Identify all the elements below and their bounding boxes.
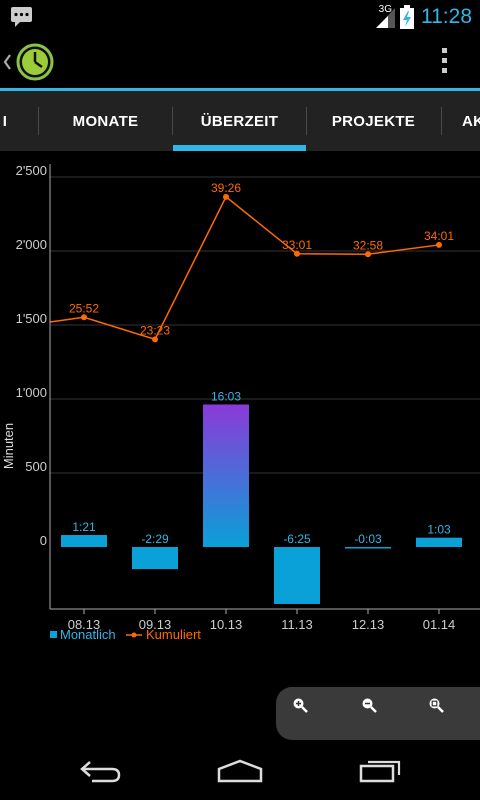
- action-bar: [0, 33, 480, 89]
- y-tick-label: 500: [25, 459, 47, 474]
- y-tick-label: 0: [40, 533, 47, 548]
- tab-ueberzeit[interactable]: ÜBERZEIT: [200, 112, 279, 130]
- bar-12.13: [345, 547, 391, 549]
- tab-partial-left[interactable]: I: [2, 112, 8, 130]
- message-notification-icon: [11, 7, 32, 27]
- action-bar-divider: [0, 88, 480, 91]
- tab-divider: [441, 107, 442, 135]
- back-icon[interactable]: [78, 758, 122, 784]
- bar-data-label: 16:03: [211, 389, 241, 403]
- line-data-label: 39:26: [211, 181, 241, 195]
- selected-tab-indicator: [173, 145, 306, 151]
- home-icon[interactable]: [216, 758, 264, 784]
- bar-data-label: -2:29: [141, 532, 169, 546]
- signal-strength-icon: [376, 8, 395, 28]
- recent-apps-icon[interactable]: [358, 756, 404, 784]
- kumuliert-line: [49, 195, 440, 341]
- bar-data-label: -0:03: [354, 532, 382, 546]
- bar-series-monatlich: 1:21 -2:29 16:03 -6:25 -0:03 1:03: [61, 389, 462, 604]
- bar-10.13: [203, 404, 249, 547]
- overflow-menu-icon[interactable]: [438, 45, 452, 77]
- x-tick-label: 09.13: [139, 617, 172, 632]
- x-tick-label: 08.13: [68, 617, 101, 632]
- bar-11.13: [274, 547, 320, 604]
- legend-label-monatlich: Monatlich: [60, 627, 116, 642]
- chart-axes: 08.13 09.13 10.13 11.13 12.13 01.14: [49, 164, 480, 632]
- tab-partial-right[interactable]: AK: [462, 112, 480, 130]
- legend-swatch-monatlich: [50, 631, 57, 638]
- bar-09.13: [132, 547, 178, 570]
- y-tick-label: 2'000: [16, 237, 47, 252]
- bar-08.13: [61, 535, 107, 547]
- line-data-label: 23:23: [140, 323, 170, 337]
- line-series-kumuliert: 25:52 23:23 39:26 33:01 32:58 34:01: [49, 181, 454, 343]
- overtime-chart[interactable]: 0 500 1'000 1'500 2'000 2'500 1:21 -2:29 16:03 -…: [0, 151, 480, 691]
- zoom-out-icon[interactable]: [361, 697, 377, 713]
- status-time: 11:28: [421, 5, 472, 28]
- tab-monate[interactable]: MONATE: [72, 112, 139, 130]
- line-data-label: 32:58: [353, 238, 383, 252]
- bar-data-label: 1:21: [72, 520, 96, 534]
- up-navigation-button[interactable]: [0, 41, 58, 83]
- kumuliert-point-11.13: [294, 250, 300, 257]
- navigation-bar: [0, 740, 480, 800]
- kumuliert-point-12.13: [365, 251, 371, 258]
- kumuliert-point-09.13: [152, 336, 158, 343]
- line-data-label: 33:01: [282, 238, 312, 252]
- zoom-in-icon[interactable]: [292, 697, 308, 713]
- y-axis-label: Minuten: [1, 423, 16, 469]
- network-type-label: 3G: [378, 4, 392, 15]
- tab-bar: I MONATE ÜBERZEIT PROJEKTE AK: [0, 91, 480, 151]
- chart-legend: Monatlich Kumuliert: [50, 627, 201, 642]
- x-tick-label: 10.13: [210, 617, 243, 632]
- y-tick-label: 2'500: [16, 163, 47, 178]
- tab-divider: [38, 107, 39, 135]
- tab-divider: [306, 107, 307, 135]
- chart-grid: 0 500 1'000 1'500 2'000 2'500: [16, 163, 480, 548]
- status-bar: 3G 11:28: [0, 0, 480, 33]
- legend-label-kumuliert: Kumuliert: [146, 627, 201, 642]
- app-clock-icon: [16, 43, 54, 81]
- bar-data-label: -6:25: [283, 532, 311, 546]
- zoom-controls: [276, 687, 480, 740]
- bar-data-label: 1:03: [427, 523, 451, 537]
- x-tick-label: 12.13: [352, 617, 385, 632]
- line-data-label: 34:01: [424, 229, 454, 243]
- legend-marker-kumuliert: [131, 632, 137, 638]
- y-tick-label: 1'000: [16, 385, 47, 400]
- tab-divider: [172, 107, 173, 135]
- battery-charging-icon: [400, 5, 414, 29]
- kumuliert-point-01.14: [436, 241, 442, 248]
- x-tick-label: 01.14: [423, 617, 456, 632]
- kumuliert-point-08.13: [81, 314, 87, 321]
- line-data-label: 25:52: [69, 301, 99, 315]
- y-tick-label: 1'500: [16, 311, 47, 326]
- kumuliert-point-10.13: [223, 193, 229, 200]
- tab-projekte[interactable]: PROJEKTE: [331, 112, 416, 130]
- zoom-reset-icon[interactable]: [428, 697, 444, 713]
- x-tick-label: 11.13: [281, 617, 313, 632]
- bar-01.14: [416, 537, 462, 547]
